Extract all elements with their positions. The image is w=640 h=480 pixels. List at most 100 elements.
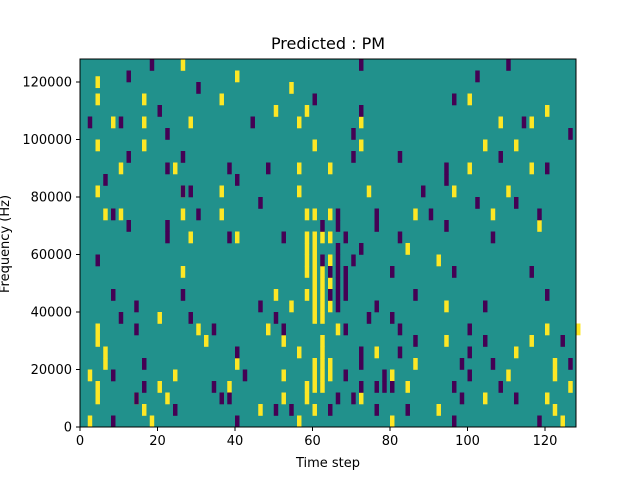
heatmap-cell-high: [576, 323, 581, 336]
heatmap-cell-high: [87, 415, 93, 428]
heatmap-cell-high: [444, 335, 449, 347]
heatmap-cell-low: [320, 254, 325, 267]
heatmap-cell-high: [328, 208, 333, 221]
x-axis-label: Time step: [295, 456, 360, 471]
heatmap-cell-low: [211, 323, 217, 336]
heatmap-cell-low: [421, 185, 426, 198]
heatmap-cell-high: [289, 300, 294, 313]
heatmap-cell-low: [521, 116, 527, 129]
heatmap-cell-low: [142, 381, 147, 393]
heatmap-cell-high: [328, 162, 333, 175]
heatmap-cell-low: [281, 231, 286, 244]
heatmap-cell-low: [351, 128, 356, 140]
heatmap-cell-high: [490, 208, 496, 221]
heatmap-cell-high: [320, 289, 325, 301]
heatmap-cell-high: [281, 369, 286, 382]
heatmap-cell-high: [335, 323, 341, 336]
heatmap-cell-low: [335, 243, 341, 255]
heatmap-cell-low: [258, 300, 263, 313]
heatmap-cell-high: [545, 392, 550, 405]
heatmap-cell-low: [343, 277, 348, 290]
heatmap-cell-low: [537, 208, 542, 221]
heatmap-cell-high: [467, 93, 472, 106]
heatmap-cell-high: [87, 369, 93, 382]
heatmap-cell-high: [436, 254, 441, 267]
heatmap-cell-high: [180, 266, 186, 278]
heatmap-cell-high: [405, 243, 410, 255]
heatmap-cell-high: [258, 404, 263, 416]
heatmap-cell-low: [126, 151, 131, 163]
heatmap-cell-high: [297, 346, 302, 359]
heatmap-cell-high: [483, 139, 488, 152]
heatmap-cell-high: [304, 208, 310, 221]
heatmap-cell-low: [452, 381, 457, 393]
heatmap-cell-high: [328, 300, 333, 313]
heatmap-cell-high: [320, 381, 325, 393]
x-tick-label: 60: [304, 434, 321, 449]
heatmap-cell-high: [266, 323, 271, 336]
y-tick-label: 60000: [31, 248, 72, 263]
heatmap-cell-high: [297, 162, 302, 175]
heatmap-cell-low: [475, 197, 480, 209]
heatmap-cell-low: [335, 289, 341, 301]
heatmap-cell-high: [304, 231, 310, 244]
heatmap-cell-high: [95, 335, 100, 347]
heatmap-cell-high: [165, 392, 170, 405]
heatmap-cell-low: [397, 346, 403, 359]
heatmap-cell-high: [328, 369, 333, 382]
heatmap-cell-low: [188, 185, 193, 198]
x-axis: 0 20 40 60 80 100 120: [76, 427, 557, 449]
heatmap-cell-low: [111, 208, 116, 221]
heatmap-cell-low: [452, 415, 457, 428]
heatmap-cell-high: [312, 243, 317, 255]
heatmap-cell-high: [312, 277, 317, 290]
heatmap-cell-high: [390, 369, 395, 382]
heatmap-cell-low: [359, 381, 364, 393]
heatmap-cell-low: [180, 289, 186, 301]
heatmap-cell-low: [142, 358, 147, 370]
heatmap-cell-low: [134, 392, 139, 405]
heatmap-cell-high: [188, 116, 193, 129]
heatmap-cell-low: [343, 369, 348, 382]
heatmap-cell-low: [235, 346, 240, 359]
heatmap-cell-high: [320, 231, 325, 244]
heatmap-cell-low: [235, 415, 240, 428]
heatmap-cell-high: [320, 358, 325, 370]
heatmap-cell-high: [304, 392, 310, 405]
heatmap-cell-high: [204, 335, 209, 347]
y-tick-label: 40000: [31, 306, 72, 321]
heatmap-cell-low: [506, 59, 511, 71]
heatmap-cell-low: [165, 220, 170, 232]
heatmap-cell-low: [165, 128, 170, 140]
heatmap-cell-high: [297, 415, 302, 428]
y-tick-label: 20000: [31, 363, 72, 378]
heatmap-cell-low: [335, 266, 341, 278]
heatmap-cell-low: [359, 105, 364, 117]
heatmap-cell-high: [157, 312, 162, 324]
heatmap-cell-low: [359, 59, 364, 71]
heatmap-cell-high: [304, 289, 310, 301]
heatmap-cell-high: [320, 300, 325, 313]
heatmap-cell-high: [552, 358, 558, 370]
heatmap-cell-low: [359, 358, 364, 370]
heatmap-cell-high: [219, 93, 224, 106]
heatmap-cell-low: [405, 404, 410, 416]
heatmap-cell-low: [374, 381, 379, 393]
heatmap-cell-low: [165, 231, 170, 244]
heatmap-cell-low: [227, 392, 232, 405]
heatmap-cell-low: [428, 208, 434, 221]
plot-area: [79, 58, 581, 428]
heatmap-cell-low: [390, 266, 395, 278]
heatmap-cell-low: [452, 93, 457, 106]
heatmap-cell-low: [134, 323, 139, 336]
heatmap-cell-high: [289, 82, 294, 94]
heatmap-cell-low: [351, 254, 356, 267]
heatmap-cell-high: [312, 231, 317, 244]
plot-frame: [79, 58, 577, 428]
heatmap-cell-low: [374, 220, 379, 232]
heatmap-cell-low: [382, 381, 387, 393]
heatmap-cell-low: [397, 323, 403, 336]
heatmap-cell-low: [397, 151, 403, 163]
heatmap-cell-low: [351, 151, 356, 163]
